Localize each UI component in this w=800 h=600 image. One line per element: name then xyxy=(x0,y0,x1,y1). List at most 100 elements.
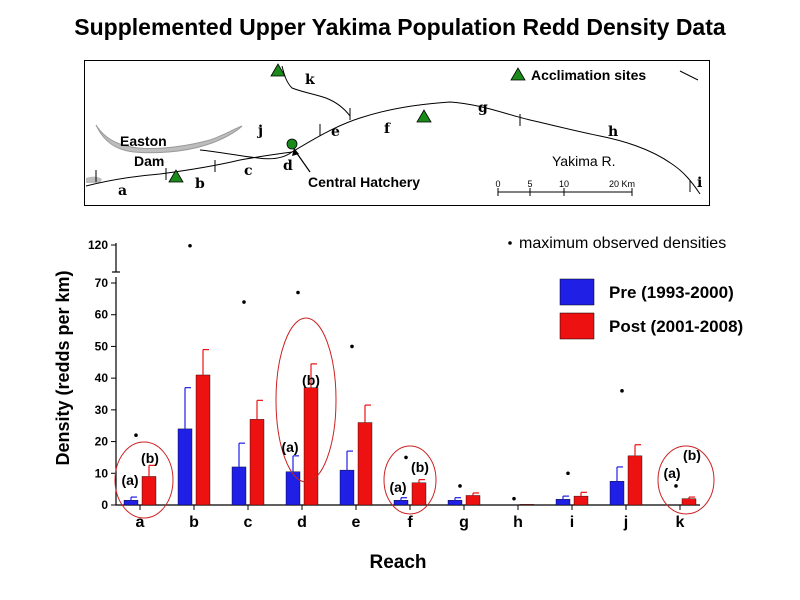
legend-max-label: maximum observed densities xyxy=(519,235,726,252)
bar-post-d xyxy=(303,387,319,506)
map-reach-label-g: g xyxy=(478,100,488,116)
scale-bar xyxy=(497,188,633,196)
x-tick-label-i: i xyxy=(570,514,574,531)
bar-post-c xyxy=(249,419,265,506)
significance-label-post-d: (b) xyxy=(302,372,320,388)
bar-post-a xyxy=(141,476,157,506)
x-axis-label: Reach xyxy=(369,552,426,573)
bar-pre-c xyxy=(231,466,247,506)
max-observed-dot-j xyxy=(620,389,624,393)
chart-marks xyxy=(134,243,678,501)
max-observed-dot-c xyxy=(242,300,246,304)
y-tick-label-upper: 120 xyxy=(88,238,108,252)
max-observed-dot-k xyxy=(674,484,678,488)
central-hatchery-icon xyxy=(286,138,298,150)
river-line xyxy=(85,101,701,195)
bar-post-f xyxy=(411,482,427,506)
significance-label-pre-k: (a) xyxy=(663,465,680,481)
bar-pre-f xyxy=(393,500,409,506)
y-tick-label: 70 xyxy=(95,276,109,290)
map-reach-label-d: d xyxy=(283,158,293,174)
bar-pre-j xyxy=(609,481,625,506)
acclimation-site-icon xyxy=(270,63,286,77)
map-reach-label-a: a xyxy=(118,183,127,199)
chart-annotations: (a)(b)(a)(b)(a)(b) (a)(b) xyxy=(114,317,715,519)
y-tick-label: 60 xyxy=(95,308,109,322)
bar-post-e xyxy=(357,422,373,506)
significance-label-post-k: (b) xyxy=(683,447,701,463)
bar-pre-b xyxy=(177,428,193,506)
tributary-k-line xyxy=(281,65,351,117)
x-tick-label-a: a xyxy=(136,514,145,531)
chart-bars xyxy=(123,349,697,506)
highlight-ellipse-a xyxy=(114,441,174,519)
significance-label-pre-d: (a) xyxy=(281,439,298,455)
easton-dam-label-1: Easton xyxy=(120,133,167,149)
scale-tick-label: 20 Km xyxy=(609,179,635,189)
legend-swatch-pre xyxy=(559,278,595,306)
bar-post-g xyxy=(465,495,481,506)
significance-label-pre-f: (a) xyxy=(389,479,406,495)
chart-legend: maximum observed densities Pre (1993-2000… xyxy=(508,235,743,340)
x-tick-label-c: c xyxy=(244,514,253,531)
x-tick-label-e: e xyxy=(352,514,361,531)
easton-dam-label-2: Dam xyxy=(134,153,164,169)
bar-pre-g xyxy=(447,500,463,506)
map-reach-labels: a b c d e f g h i j k xyxy=(118,72,702,199)
bar-post-k xyxy=(681,498,697,506)
bar-post-h xyxy=(519,504,535,506)
map-reach-label-b: b xyxy=(195,176,205,192)
tributary-j-line xyxy=(199,149,293,160)
significance-label-post-a: (b) xyxy=(141,450,159,466)
x-tick-label-f: f xyxy=(407,514,413,531)
bar-pre-i xyxy=(555,499,571,506)
bar-pre-e xyxy=(339,469,355,506)
lake-shape xyxy=(95,124,243,154)
acclimation-site-icon xyxy=(168,169,184,183)
x-tick-label-h: h xyxy=(513,514,523,531)
map-area: Acclimation sites Easton Dam Central Hat… xyxy=(85,63,702,199)
acclimation-site-icon xyxy=(416,109,432,123)
highlight-ellipse-f xyxy=(383,445,437,515)
compass-mark xyxy=(679,70,699,81)
max-observed-dot-g xyxy=(458,484,462,488)
scale-tick-label: 5 xyxy=(527,179,532,189)
x-tick-label-k: k xyxy=(676,514,685,531)
y-tick-label: 0 xyxy=(101,498,108,512)
x-tick-label-b: b xyxy=(189,514,199,531)
hatchery-pointer xyxy=(295,151,311,173)
y-tick-label: 30 xyxy=(95,403,109,417)
significance-label-post-f: (b) xyxy=(411,459,429,475)
legend-label-pre: Pre (1993-2000) xyxy=(609,283,734,302)
central-hatchery-label: Central Hatchery xyxy=(308,174,420,190)
y-tick-label: 10 xyxy=(95,466,109,480)
max-observed-dot-e xyxy=(350,344,354,349)
max-observed-dot-d xyxy=(296,290,300,295)
bar-pre-d xyxy=(285,471,301,506)
max-observed-dot-h xyxy=(512,496,516,501)
x-tick-label-j: j xyxy=(623,514,628,531)
legend-label-post: Post (2001-2008) xyxy=(609,317,743,336)
y-tick-label: 20 xyxy=(95,435,109,449)
bar-pre-a xyxy=(123,500,139,506)
map-panel xyxy=(84,60,710,206)
legend-acclimation-icon xyxy=(510,67,526,81)
scale-tick-label: 0 xyxy=(495,179,500,189)
map-reach-label-e: e xyxy=(331,124,340,140)
y-axis-label: Density (redds per km) xyxy=(53,270,73,465)
max-observed-dot-i xyxy=(566,471,570,476)
lake-shape-2 xyxy=(86,176,102,183)
bar-post-i xyxy=(573,495,589,506)
map-reach-label-i: i xyxy=(697,175,702,191)
x-tick-label-g: g xyxy=(459,514,469,531)
y-tick-label: 40 xyxy=(95,371,109,385)
max-observed-dot-b xyxy=(188,243,192,248)
map-reach-label-f: f xyxy=(384,121,391,137)
chart-title: Supplemented Upper Yakima Population Red… xyxy=(74,14,726,40)
scale-tick-label: 10 xyxy=(559,179,569,189)
significance-label-pre-a: (a) xyxy=(121,472,138,488)
scale-labels: 0 5 10 20 Km xyxy=(495,179,635,189)
bar-post-j xyxy=(627,455,643,506)
reach-boundary-ticks xyxy=(95,108,691,192)
